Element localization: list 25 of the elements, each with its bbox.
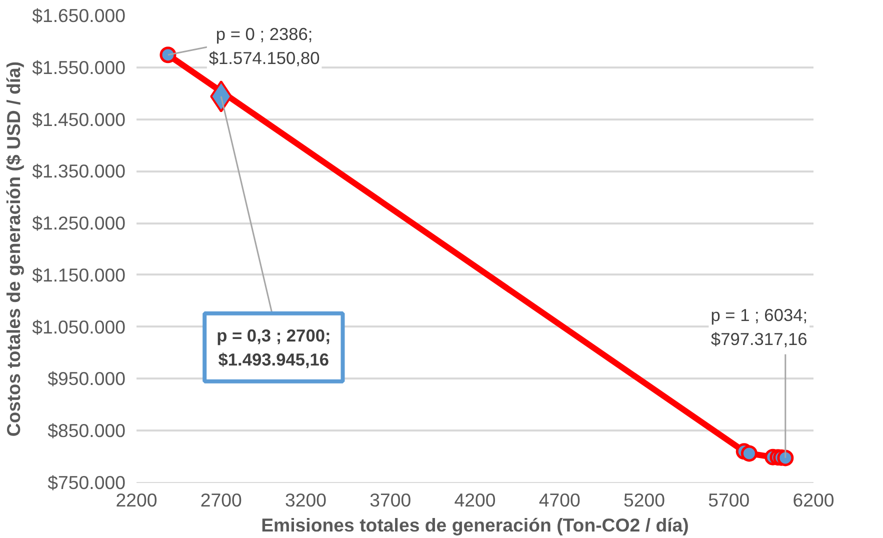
annotation: p = 0 ; 2386; $1.574.150,80 [208, 24, 320, 68]
y-axis-title: Costos totales de generación ($ USD / día) [3, 61, 24, 437]
x-tick-label: 5700 [708, 490, 750, 510]
y-tick-label: $1.350.000 [32, 160, 126, 182]
y-tick-label: $1.550.000 [32, 56, 126, 78]
x-axis-title: Emisiones totales de generación (Ton-CO2 / día) [261, 514, 689, 536]
y-tick-label: $1.150.000 [32, 264, 126, 286]
point [777, 450, 794, 466]
point [160, 46, 176, 64]
y-tick-label: $1.450.000 [32, 108, 126, 130]
y-tick-label: $1.050.000 [32, 316, 126, 338]
x-tick-label: 3700 [370, 490, 412, 510]
x-tick-label: 2700 [200, 490, 242, 510]
annotation: p = 1 ; 6034; $797.317,16 [710, 305, 808, 350]
x-tick-label: 5200 [624, 490, 666, 510]
annotation: p = 0,3 ; 2700; $1.493.945,16 [216, 325, 331, 370]
y-tick-label: $950.000 [48, 368, 126, 390]
x-tick-label: 4200 [454, 490, 496, 510]
x-tick-label: 3200 [285, 490, 327, 510]
x-tick-label: 6200 [792, 490, 834, 510]
point [740, 445, 758, 462]
x-tick-label: 4700 [538, 490, 580, 510]
y-tick-label: $1.250.000 [32, 212, 126, 234]
y-tick-label: $850.000 [48, 420, 126, 442]
y-tick-label: $1.650.000 [32, 5, 126, 26]
